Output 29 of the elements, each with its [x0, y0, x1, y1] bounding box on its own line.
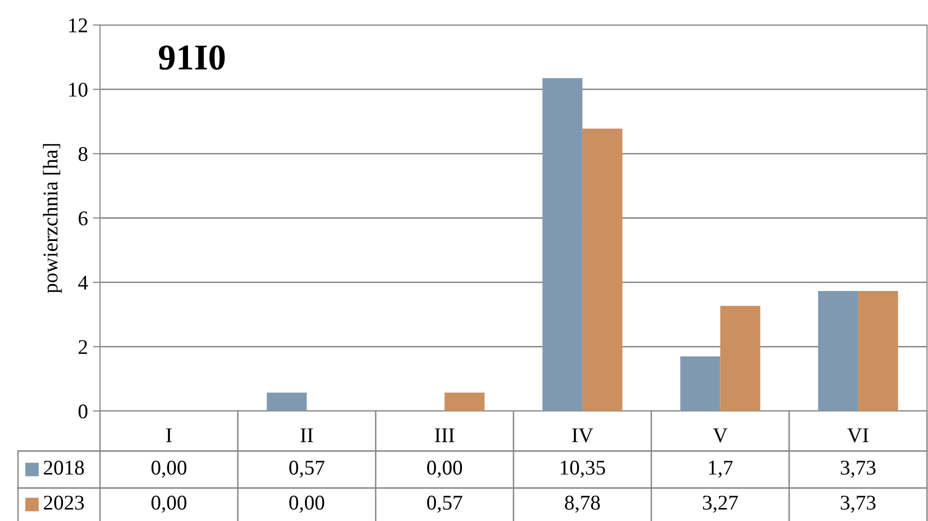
- y-tick-label: 2: [78, 340, 88, 354]
- x-tick-label: I: [166, 428, 172, 442]
- data-label: 0,00: [289, 496, 324, 513]
- data-label: 3,27: [703, 496, 738, 513]
- data-label: 3,73: [840, 496, 876, 513]
- x-tick-label: II: [300, 428, 313, 442]
- x-tick-label: VI: [847, 428, 868, 442]
- data-label: 0,00: [151, 496, 186, 513]
- y-tick-label: 0: [78, 404, 88, 418]
- y-tick-label: 6: [78, 211, 88, 226]
- data-label: 1,7: [709, 460, 733, 478]
- x-tick-label: IV: [572, 428, 594, 442]
- data-label: 0,57: [289, 460, 324, 478]
- y-tick-label: 8: [78, 147, 88, 162]
- legend-label: 2023: [44, 496, 84, 510]
- y-axis-title: powierzchnia [ha]: [42, 144, 62, 294]
- chart-title: 91I0: [158, 45, 225, 70]
- data-label: 3,73: [840, 460, 876, 478]
- data-label: 8,78: [564, 496, 600, 513]
- x-tick-label: III: [434, 428, 454, 442]
- data-label: 0,00: [427, 460, 462, 478]
- y-tick-label: 10: [69, 82, 88, 97]
- y-tick-label: 12: [69, 18, 88, 32]
- data-label: 10,35: [560, 460, 606, 478]
- y-tick-label: 4: [78, 276, 88, 290]
- legend-label: 2018: [44, 460, 84, 475]
- data-label: 0,57: [427, 496, 462, 513]
- x-tick-label: V: [712, 428, 728, 442]
- data-label: 0,00: [151, 460, 186, 478]
